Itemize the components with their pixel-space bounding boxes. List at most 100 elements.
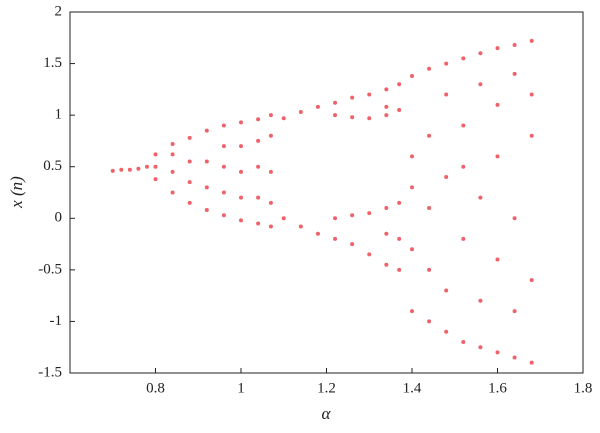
- point: [410, 309, 414, 314]
- point: [512, 309, 517, 314]
- point: [239, 218, 243, 223]
- point: [461, 236, 466, 241]
- point: [495, 257, 500, 262]
- point: [444, 175, 449, 180]
- point: [397, 107, 402, 112]
- point: [444, 329, 449, 334]
- point: [410, 185, 414, 190]
- point: [268, 113, 273, 118]
- point: [256, 117, 261, 122]
- point: [204, 159, 209, 164]
- point: [478, 82, 483, 87]
- point: [256, 195, 261, 200]
- point: [384, 231, 389, 236]
- point: [512, 71, 517, 76]
- point: [397, 82, 402, 87]
- point: [281, 116, 286, 121]
- point: [187, 159, 192, 164]
- point: [367, 252, 372, 257]
- point: [187, 180, 192, 185]
- point: [170, 142, 175, 147]
- point: [461, 340, 466, 345]
- point: [367, 211, 372, 216]
- point: [384, 113, 389, 118]
- point: [397, 200, 402, 205]
- point: [367, 116, 372, 121]
- y-tick-label: -0.5: [38, 261, 62, 277]
- point: [187, 135, 192, 140]
- point: [170, 169, 175, 174]
- point: [136, 166, 141, 171]
- point: [256, 221, 261, 226]
- point: [221, 123, 226, 128]
- point: [315, 231, 320, 236]
- point: [410, 73, 414, 78]
- point: [495, 102, 500, 107]
- point: [384, 262, 389, 267]
- point: [204, 185, 209, 190]
- y-axis-label: x (n): [7, 176, 26, 209]
- point: [119, 167, 124, 172]
- point: [444, 92, 449, 97]
- point: [221, 213, 226, 218]
- x-axis-label: α: [322, 404, 332, 423]
- point: [144, 164, 149, 169]
- point: [410, 154, 414, 159]
- point: [397, 267, 402, 272]
- point: [478, 345, 483, 350]
- point: [461, 123, 466, 128]
- x-tick-label: 1: [237, 380, 245, 396]
- point: [397, 236, 402, 241]
- point: [529, 92, 534, 97]
- point: [268, 224, 273, 229]
- point: [478, 51, 483, 56]
- point: [333, 236, 338, 241]
- point: [298, 110, 303, 115]
- point: [478, 195, 483, 200]
- y-tick-label: 2: [55, 3, 63, 19]
- point: [127, 167, 132, 172]
- point: [529, 38, 534, 43]
- point: [268, 200, 273, 205]
- point: [495, 154, 500, 159]
- point: [256, 138, 261, 143]
- point: [153, 152, 158, 157]
- point: [239, 120, 243, 125]
- point: [239, 144, 243, 149]
- point: [350, 213, 355, 218]
- point: [478, 298, 483, 303]
- point: [512, 355, 517, 360]
- point: [268, 169, 273, 174]
- point: [384, 205, 389, 210]
- point: [221, 164, 226, 169]
- x-tick-label: 0.8: [146, 380, 165, 396]
- point: [153, 164, 158, 169]
- point: [110, 168, 115, 173]
- point: [461, 164, 466, 169]
- point: [204, 208, 209, 213]
- x-tick-label: 1.6: [488, 380, 507, 396]
- point: [367, 92, 372, 97]
- point: [298, 224, 303, 229]
- point: [221, 190, 226, 195]
- point: [256, 164, 261, 169]
- point: [170, 190, 175, 195]
- point: [239, 169, 243, 174]
- point: [495, 46, 500, 51]
- point: [427, 205, 432, 210]
- x-tick-label: 1.4: [403, 380, 422, 396]
- point: [333, 216, 338, 221]
- point: [170, 152, 175, 157]
- point: [239, 195, 243, 200]
- point: [221, 144, 226, 149]
- point: [529, 133, 534, 138]
- y-tick-label: -1.5: [38, 364, 62, 380]
- point: [461, 56, 466, 61]
- point: [512, 216, 517, 221]
- plot-frame: [69, 11, 584, 374]
- point: [153, 177, 158, 182]
- point: [315, 104, 320, 109]
- y-tick-label: -1: [50, 313, 63, 329]
- point: [384, 87, 389, 92]
